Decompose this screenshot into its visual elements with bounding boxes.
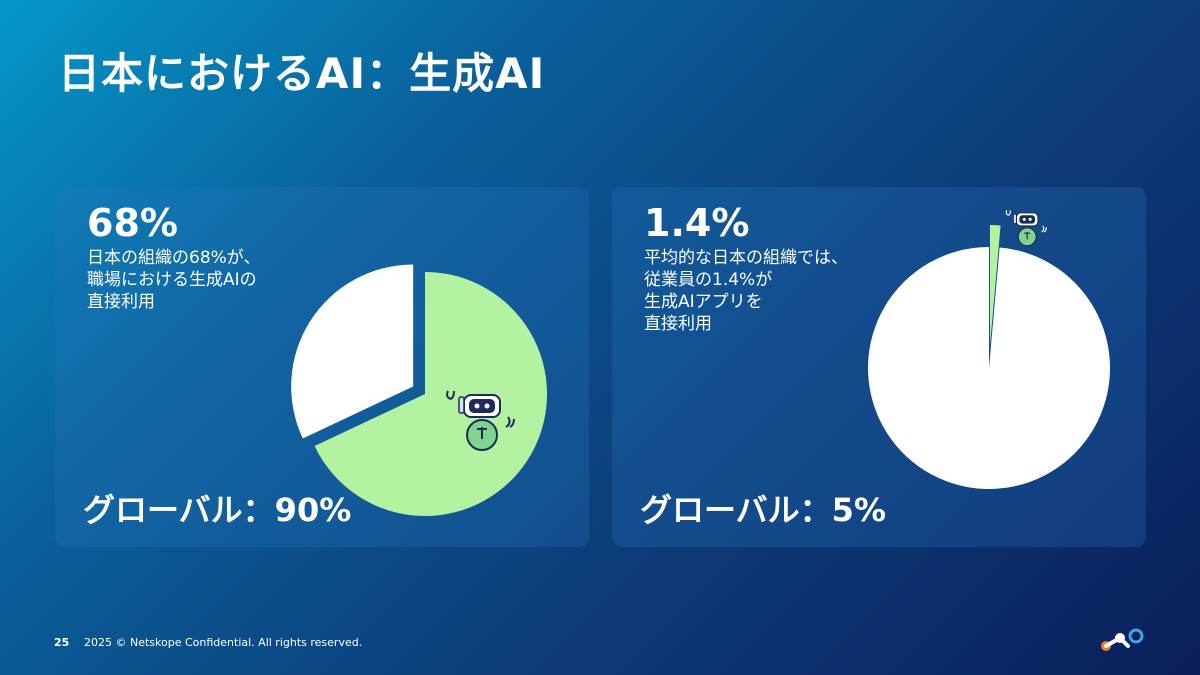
stat-panel-japan-orgs: 68% 日本の組織の68%が、 職場における生成AIの 直接利用 グローバル：9… xyxy=(55,187,589,547)
page-title: 日本におけるAI：生成AI xyxy=(58,49,546,98)
page-number: 25 xyxy=(54,636,70,649)
panel-description: 日本の組織の68%が、 職場における生成AIの 直接利用 xyxy=(87,248,261,312)
pie-slice-used xyxy=(989,225,1001,347)
netskope-logo-icon xyxy=(1101,628,1144,651)
pie-slice-not-used xyxy=(291,264,414,439)
global-comparison: グローバル：90% xyxy=(83,491,352,529)
pie-chart-org-usage xyxy=(291,264,547,516)
copyright-text: 2025 © Netskope Confidential. All rights… xyxy=(84,636,363,649)
panel-headline: 1.4% xyxy=(644,201,750,245)
pie-chart-employee-usage xyxy=(868,225,1110,489)
global-comparison: グローバル：5% xyxy=(640,491,887,529)
robot-icon xyxy=(1005,210,1047,247)
panel-description: 平均的な日本の組織では、 従業員の1.4%が 生成AIアプリを 直接利用 xyxy=(644,248,848,334)
stat-panel-japan-employees: 1.4% 平均的な日本の組織では、 従業員の1.4%が 生成AIアプリを 直接利… xyxy=(612,187,1146,547)
panel-headline: 68% xyxy=(87,201,178,245)
pie-slice-used xyxy=(314,272,547,516)
pie-slice-not-used xyxy=(868,247,1110,489)
robot-icon xyxy=(446,390,515,451)
